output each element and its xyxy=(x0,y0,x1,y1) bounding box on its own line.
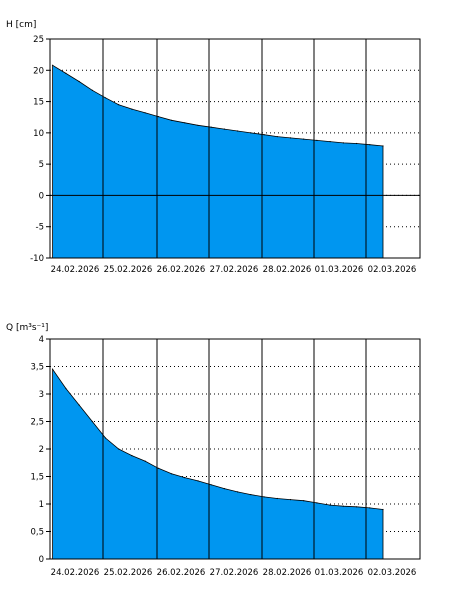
data-point xyxy=(356,506,358,508)
data-point xyxy=(263,134,265,136)
data-point xyxy=(329,504,331,506)
data-point xyxy=(91,420,93,423)
data-point xyxy=(91,89,93,91)
data-point xyxy=(289,137,292,139)
data-point xyxy=(52,64,54,66)
y-tick-label: -5 xyxy=(36,223,44,233)
y-tick-label: 3,5 xyxy=(30,363,44,373)
data-point xyxy=(210,484,212,486)
data-point xyxy=(65,387,67,390)
x-tick-label: 01.03.2026 xyxy=(315,568,364,578)
data-point xyxy=(382,145,384,147)
plot-frame xyxy=(49,338,421,560)
y-tick-label: 0 xyxy=(39,191,44,201)
data-point xyxy=(356,142,358,145)
y-tick-label: 2,5 xyxy=(30,418,44,428)
x-tick-label: 24.02.2026 xyxy=(51,568,100,578)
water-level-chart: H [cm] 25 20 15 10 5 0 -5 -10 24.02.2026 25.02.20… xyxy=(6,20,421,275)
data-point xyxy=(52,368,54,370)
plot-frame xyxy=(49,38,421,259)
data-point xyxy=(171,473,173,475)
data-point xyxy=(250,132,252,134)
y-tick-label: 25 xyxy=(33,35,44,45)
data-point xyxy=(184,122,186,124)
data-point xyxy=(157,467,159,469)
data-point xyxy=(171,119,173,121)
y-tick-label: 5 xyxy=(39,160,44,170)
x-tick-label: 26.02.2026 xyxy=(157,265,206,275)
data-point xyxy=(104,97,107,99)
data-point xyxy=(316,139,318,141)
data-point xyxy=(223,128,225,130)
x-tick-label: 28.02.2026 xyxy=(263,568,312,578)
data-point xyxy=(303,138,305,140)
y-tick-label: 1,5 xyxy=(30,473,44,483)
data-series-area xyxy=(52,64,384,259)
y-tick-label: 4 xyxy=(39,335,44,345)
data-point xyxy=(144,112,146,114)
x-tick-label: 02.03.2026 xyxy=(368,568,417,578)
data-point xyxy=(263,496,265,498)
y-tick-label: 1 xyxy=(39,500,44,510)
discharge-axis-label: Q [m³s⁻¹] xyxy=(6,323,48,333)
x-tick-label: 27.02.2026 xyxy=(210,568,259,578)
y-tick-label: 0 xyxy=(39,555,44,565)
data-point xyxy=(223,488,225,490)
y-tick-label: 15 xyxy=(33,98,44,108)
data-point xyxy=(78,404,80,406)
data-point xyxy=(342,142,344,144)
water-level-axis-label: H [cm] xyxy=(6,20,36,30)
data-point xyxy=(118,104,120,106)
x-tick-label: 24.02.2026 xyxy=(51,265,100,275)
data-point xyxy=(197,480,199,482)
data-point xyxy=(131,108,133,110)
data-point xyxy=(237,491,239,493)
data-point xyxy=(131,455,133,457)
data-point xyxy=(369,144,371,146)
y-tick-label: 3 xyxy=(39,390,44,400)
data-point xyxy=(276,136,278,138)
data-series-area xyxy=(52,368,384,560)
data-point xyxy=(144,460,146,462)
data-point xyxy=(118,448,120,450)
y-tick-label: 20 xyxy=(33,66,44,76)
data-point xyxy=(342,505,344,507)
data-point xyxy=(329,141,331,143)
x-tick-label: 25.02.2026 xyxy=(104,265,153,275)
data-point xyxy=(276,497,278,500)
y-tick-label: 2 xyxy=(39,445,44,455)
x-tick-label: 27.02.2026 xyxy=(210,265,259,275)
y-tick-label: 0,5 xyxy=(30,528,44,538)
data-point xyxy=(78,80,80,83)
data-point xyxy=(184,477,186,479)
discharge-chart: Q [m³s⁻¹] 4 3,5 3 2,5 2 1,5 1 0,5 0 24.02.2026 25.… xyxy=(6,323,421,578)
data-point xyxy=(210,126,212,128)
data-point xyxy=(237,130,239,132)
data-point xyxy=(316,502,318,504)
x-tick-label: 01.03.2026 xyxy=(315,265,364,275)
data-point xyxy=(157,116,159,118)
data-point xyxy=(250,494,252,496)
data-point xyxy=(65,72,67,74)
data-point xyxy=(289,499,292,501)
data-point xyxy=(197,124,199,126)
data-point xyxy=(104,437,107,439)
x-tick-label: 28.02.2026 xyxy=(263,265,312,275)
y-tick-label: 10 xyxy=(33,129,44,139)
x-tick-label: 02.03.2026 xyxy=(368,265,417,275)
data-point xyxy=(382,508,384,511)
y-tick-label: -10 xyxy=(30,254,44,264)
x-tick-label: 26.02.2026 xyxy=(157,568,206,578)
data-point xyxy=(369,507,371,509)
x-tick-label: 25.02.2026 xyxy=(104,568,153,578)
data-point xyxy=(303,500,305,502)
